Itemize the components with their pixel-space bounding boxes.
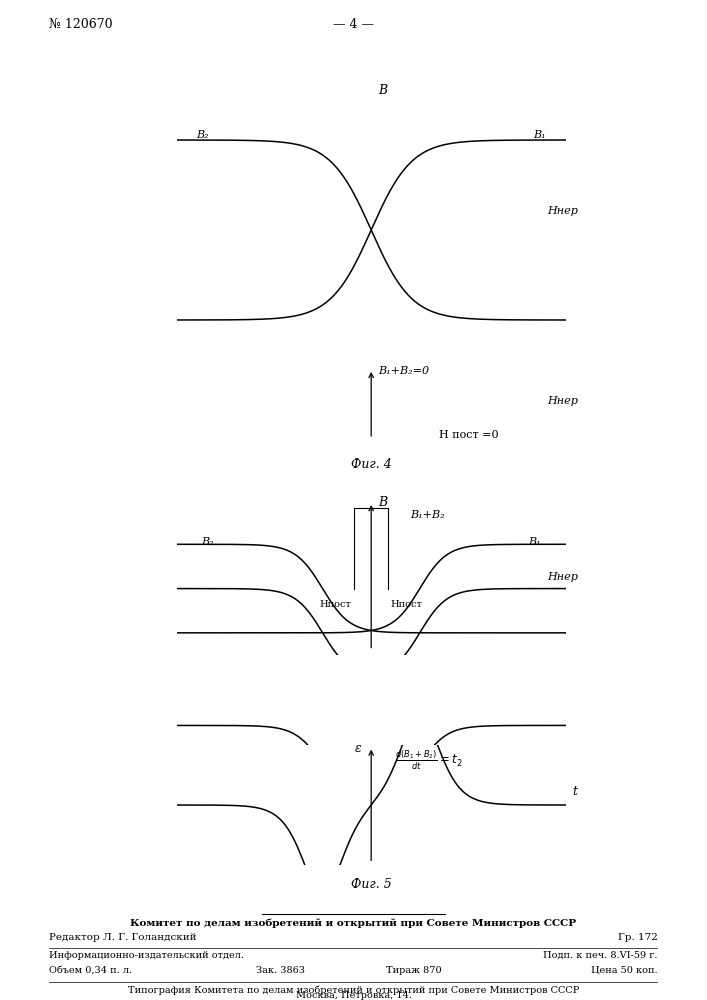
Text: t: t (573, 785, 578, 798)
Text: Фиг. 5: Фиг. 5 (351, 879, 392, 892)
Text: Нпост: Нпост (390, 600, 423, 609)
Text: Москва, Петровка, 14.: Москва, Петровка, 14. (296, 991, 411, 1000)
Text: Цена 50 коп.: Цена 50 коп. (591, 966, 658, 975)
Text: B₁+B₂: B₁+B₂ (410, 510, 445, 520)
Text: B₂: B₂ (197, 130, 209, 140)
Text: Типография Комитета по делам изобретений и открытий при Совете Министров СССР: Типография Комитета по делам изобретений… (128, 985, 579, 995)
Text: Комитет по делам изобретений и открытий при Совете Министров СССР: Комитет по делам изобретений и открытий … (130, 918, 577, 928)
Text: Объем 0,34 п. л.: Объем 0,34 п. л. (49, 966, 133, 975)
Text: Информационно-издательский отдел.: Информационно-издательский отдел. (49, 951, 245, 960)
Text: B: B (378, 496, 387, 509)
Text: Нпост: Нпост (320, 600, 352, 609)
Text: ε: ε (355, 742, 361, 755)
Text: Ннер: Ннер (547, 207, 578, 217)
Text: Фиг. 4: Фиг. 4 (351, 458, 392, 472)
Text: Редактор Л. Г. Голандский: Редактор Л. Г. Голандский (49, 933, 197, 942)
Text: Ннер: Ннер (547, 572, 578, 582)
Text: Тираж 870: Тираж 870 (387, 966, 442, 975)
Text: B₁: B₁ (534, 130, 547, 140)
Text: Н пост =0: Н пост =0 (438, 430, 498, 440)
Text: № 120670: № 120670 (49, 18, 113, 31)
Text: Ннер: Ннер (547, 396, 578, 406)
Text: $\frac{d(B_1+B_2)}{dt}=t_2$: $\frac{d(B_1+B_2)}{dt}=t_2$ (395, 748, 463, 772)
Text: Подп. к печ. 8.VI-59 г.: Подп. к печ. 8.VI-59 г. (543, 951, 658, 960)
Text: B: B (378, 84, 387, 97)
Text: Зак. 3863: Зак. 3863 (256, 966, 305, 975)
Text: Гр. 172: Гр. 172 (618, 933, 658, 942)
Text: B₂: B₂ (201, 537, 214, 547)
Text: — 4 —: — 4 — (333, 18, 374, 31)
Text: B₁: B₁ (529, 537, 542, 547)
Text: B₁+B₂=0: B₁+B₂=0 (378, 366, 430, 376)
